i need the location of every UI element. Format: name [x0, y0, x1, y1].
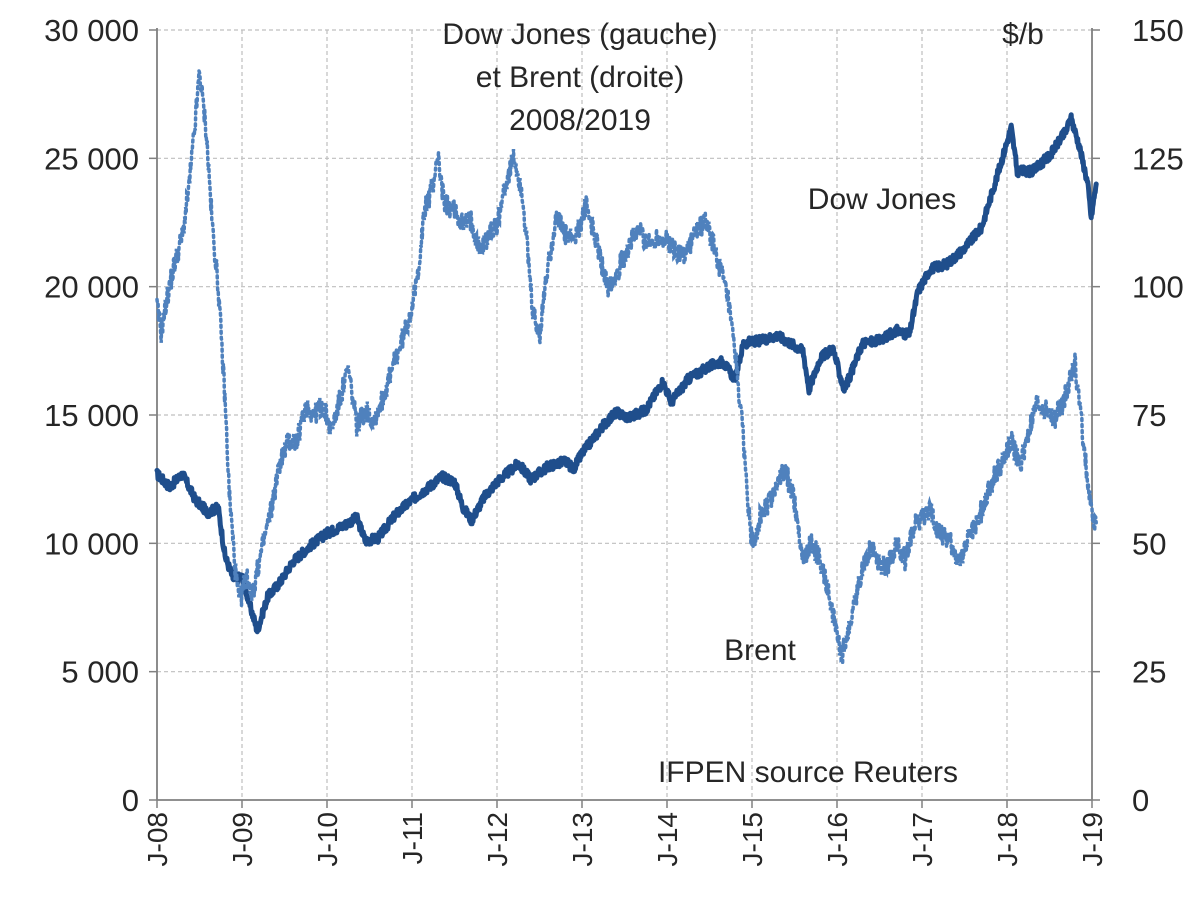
x-tick-label: J-14 — [652, 812, 683, 866]
dow-jones-label: Dow Jones — [808, 183, 956, 216]
left-tick-label: 25 000 — [44, 141, 139, 176]
left-tick-label: 5 000 — [61, 655, 139, 690]
x-tick-label: J-15 — [737, 812, 768, 866]
brent-label: Brent — [724, 634, 796, 667]
left-tick-label: 30 000 — [44, 13, 139, 48]
x-tick-label: J-16 — [822, 812, 853, 866]
right-tick-label: 50 — [1132, 526, 1166, 561]
left-tick-label: 10 000 — [44, 526, 139, 561]
chart-title-line-1: Dow Jones (gauche) — [442, 18, 717, 51]
right-tick-label: 0 — [1132, 783, 1149, 818]
x-tick-label: J-11 — [397, 812, 428, 864]
x-tick-label: J-13 — [567, 812, 598, 866]
dow-jones-line — [154, 112, 1099, 635]
right-tick-label: 150 — [1132, 13, 1184, 48]
x-tick-label: J-18 — [992, 812, 1023, 866]
x-tick-label: J-09 — [227, 812, 258, 866]
left-tick-label: 20 000 — [44, 270, 139, 305]
x-tick-label: J-08 — [142, 812, 173, 866]
left-tick-label: 0 — [122, 783, 139, 818]
left-tick-label: 15 000 — [44, 398, 139, 433]
right-tick-label: 25 — [1132, 655, 1166, 690]
x-tick-label: J-10 — [312, 812, 343, 866]
right-axis-unit: $/b — [1002, 18, 1044, 51]
right-tick-label: 75 — [1132, 398, 1166, 433]
x-tick-label: J-19 — [1077, 812, 1108, 866]
x-tick-label: J-17 — [907, 812, 938, 866]
tick-labels: 30 000 150 25 000 125 20 000 100 15 000 75 10 00… — [44, 13, 1184, 866]
source-note: IFPEN source Reuters — [658, 756, 958, 789]
brent-line — [155, 70, 1098, 664]
chart-title-line-2: et Brent (droite) — [476, 61, 684, 94]
axes — [149, 28, 1100, 808]
right-tick-label: 100 — [1132, 270, 1184, 305]
right-tick-label: 125 — [1132, 141, 1184, 176]
chart-title-line-3: 2008/2019 — [509, 104, 651, 137]
x-tick-label: J-12 — [482, 812, 513, 866]
